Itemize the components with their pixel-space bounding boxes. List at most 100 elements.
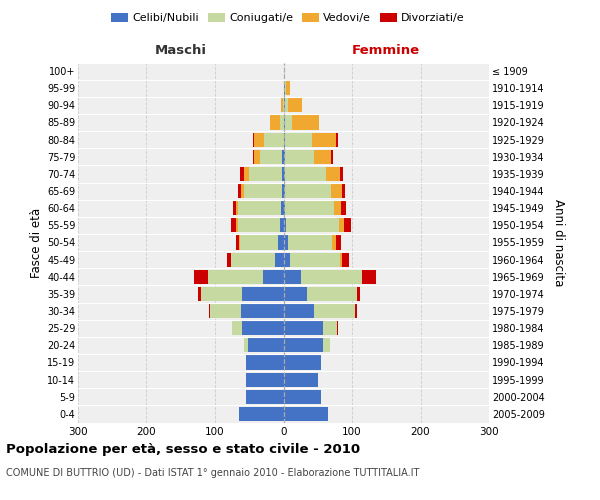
- Bar: [282, 150, 284, 164]
- Bar: [242, 321, 284, 335]
- Bar: [342, 184, 345, 198]
- Bar: [285, 132, 312, 146]
- Bar: [278, 236, 284, 250]
- Bar: [238, 184, 241, 198]
- Bar: [236, 201, 238, 215]
- Bar: [307, 287, 357, 301]
- Bar: [284, 218, 286, 232]
- Bar: [284, 338, 323, 352]
- Bar: [288, 98, 302, 112]
- Bar: [286, 81, 290, 95]
- Bar: [282, 184, 284, 198]
- Legend: Celibi/Nubili, Coniugati/e, Vedovi/e, Divorziati/e: Celibi/Nubili, Coniugati/e, Vedovi/e, Di…: [107, 8, 469, 28]
- Bar: [285, 184, 331, 198]
- Bar: [253, 132, 254, 146]
- Bar: [284, 150, 285, 164]
- Bar: [209, 304, 210, 318]
- Bar: [270, 116, 280, 130]
- Bar: [285, 81, 286, 95]
- Bar: [284, 81, 285, 95]
- Bar: [290, 252, 340, 266]
- Bar: [284, 390, 321, 404]
- Bar: [227, 252, 231, 266]
- Bar: [208, 270, 263, 284]
- Bar: [194, 270, 208, 284]
- Bar: [286, 218, 339, 232]
- Bar: [344, 218, 350, 232]
- Bar: [339, 218, 344, 232]
- Bar: [283, 98, 284, 112]
- Bar: [210, 304, 241, 318]
- Bar: [284, 304, 314, 318]
- Bar: [284, 252, 290, 266]
- Bar: [248, 338, 284, 352]
- Bar: [282, 167, 284, 181]
- Bar: [265, 132, 284, 146]
- Bar: [232, 218, 236, 232]
- Bar: [241, 304, 284, 318]
- Bar: [232, 321, 242, 335]
- Bar: [334, 201, 341, 215]
- Bar: [284, 287, 307, 301]
- Bar: [241, 184, 244, 198]
- Bar: [285, 201, 334, 215]
- Bar: [314, 150, 331, 164]
- Bar: [284, 356, 321, 370]
- Bar: [254, 150, 260, 164]
- Text: Maschi: Maschi: [155, 44, 207, 58]
- Bar: [242, 287, 284, 301]
- Bar: [238, 218, 280, 232]
- Bar: [335, 236, 341, 250]
- Bar: [287, 236, 332, 250]
- Bar: [244, 167, 249, 181]
- Bar: [284, 167, 285, 181]
- Bar: [323, 321, 337, 335]
- Bar: [323, 338, 330, 352]
- Text: COMUNE DI BUTTRIO (UD) - Dati ISTAT 1° gennaio 2010 - Elaborazione TUTTITALIA.IT: COMUNE DI BUTTRIO (UD) - Dati ISTAT 1° g…: [6, 468, 419, 477]
- Bar: [284, 270, 301, 284]
- Bar: [362, 270, 376, 284]
- Bar: [244, 184, 282, 198]
- Bar: [246, 372, 284, 386]
- Bar: [284, 321, 323, 335]
- Y-axis label: Anni di nascita: Anni di nascita: [551, 199, 565, 286]
- Bar: [284, 201, 285, 215]
- Bar: [337, 321, 338, 335]
- Bar: [285, 167, 326, 181]
- Bar: [246, 390, 284, 404]
- Bar: [284, 407, 328, 421]
- Y-axis label: Fasce di età: Fasce di età: [29, 208, 43, 278]
- Bar: [246, 356, 284, 370]
- Bar: [336, 132, 338, 146]
- Bar: [236, 236, 239, 250]
- Bar: [331, 184, 342, 198]
- Bar: [202, 287, 242, 301]
- Bar: [284, 236, 287, 250]
- Bar: [355, 304, 358, 318]
- Bar: [239, 236, 241, 250]
- Bar: [239, 407, 284, 421]
- Bar: [285, 116, 292, 130]
- Bar: [254, 132, 265, 146]
- Bar: [284, 98, 285, 112]
- Bar: [331, 150, 333, 164]
- Bar: [241, 167, 244, 181]
- Bar: [342, 252, 349, 266]
- Bar: [233, 201, 236, 215]
- Bar: [341, 201, 346, 215]
- Bar: [284, 116, 285, 130]
- Bar: [301, 270, 362, 284]
- Bar: [260, 150, 282, 164]
- Bar: [314, 304, 355, 318]
- Bar: [281, 201, 284, 215]
- Bar: [241, 236, 278, 250]
- Bar: [326, 167, 340, 181]
- Bar: [340, 167, 343, 181]
- Bar: [284, 184, 285, 198]
- Bar: [284, 132, 285, 146]
- Bar: [275, 252, 284, 266]
- Bar: [280, 218, 284, 232]
- Text: Popolazione per età, sesso e stato civile - 2010: Popolazione per età, sesso e stato civil…: [6, 442, 360, 456]
- Bar: [198, 287, 202, 301]
- Bar: [280, 116, 284, 130]
